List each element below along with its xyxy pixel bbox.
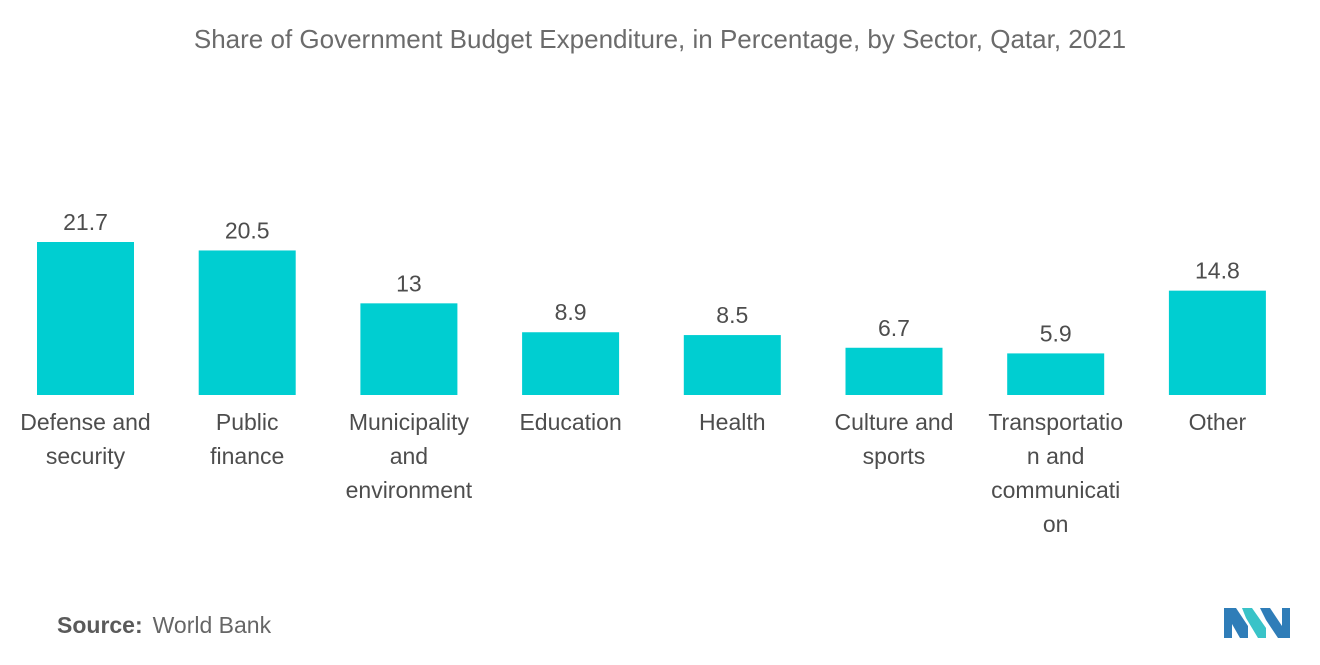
source-value: World Bank bbox=[152, 612, 272, 638]
bar bbox=[360, 303, 458, 395]
bar bbox=[198, 250, 296, 395]
data-label: 21.7 bbox=[63, 209, 108, 235]
source-label: Source: bbox=[57, 612, 143, 638]
category-label: Health bbox=[699, 409, 765, 435]
bar bbox=[1007, 353, 1105, 395]
bar-chart: 21.7 Defense and security 20.5 Public finance… bbox=[20, 209, 1266, 537]
bar bbox=[37, 242, 134, 395]
source-note: Source: World Bank bbox=[57, 612, 271, 639]
brand-logo-icon bbox=[1224, 608, 1290, 638]
category-label: Other bbox=[1189, 409, 1247, 435]
data-label: 5.9 bbox=[1040, 320, 1072, 346]
data-label: 6.7 bbox=[878, 315, 910, 341]
category-label: Municipality and environment bbox=[346, 409, 473, 503]
chart-title: Share of Government Budget Expenditure, … bbox=[193, 24, 1127, 54]
category-label: Public finance bbox=[210, 409, 284, 469]
category-label: Culture and sports bbox=[835, 409, 954, 469]
category-label: Defense and security bbox=[20, 409, 150, 469]
data-label: 8.5 bbox=[716, 302, 748, 328]
bar bbox=[845, 347, 943, 395]
category-label: Education bbox=[519, 409, 621, 435]
data-label: 13 bbox=[396, 270, 422, 296]
data-label: 8.9 bbox=[555, 299, 587, 325]
data-label: 14.8 bbox=[1195, 258, 1240, 284]
bar bbox=[1168, 290, 1266, 395]
category-label: Transportatio n and communicati on bbox=[988, 409, 1123, 537]
data-label: 20.5 bbox=[225, 217, 270, 243]
bar bbox=[683, 335, 781, 395]
bar bbox=[522, 332, 620, 395]
